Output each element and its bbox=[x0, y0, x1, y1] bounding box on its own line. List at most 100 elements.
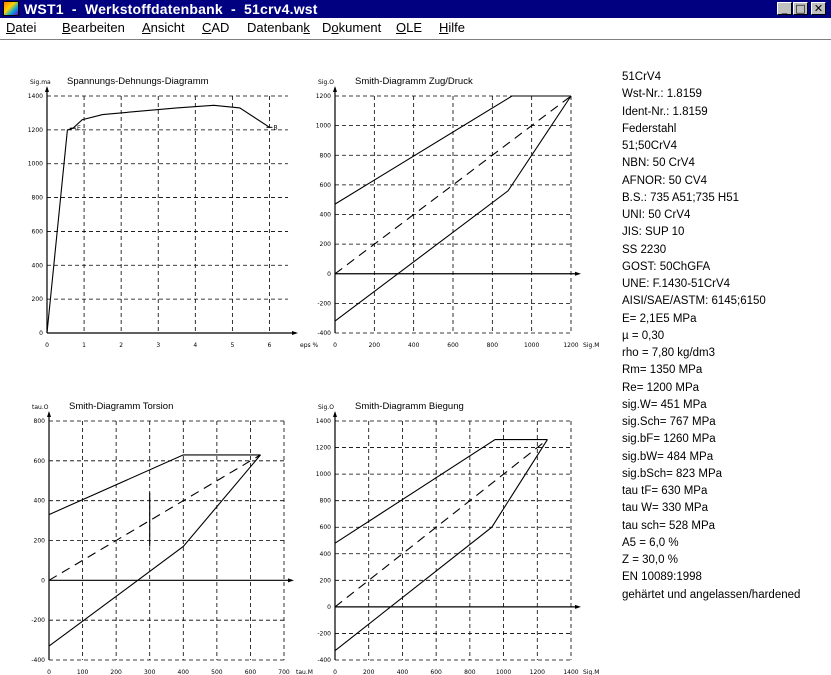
x-tick-label: 5 bbox=[230, 342, 234, 349]
series-line bbox=[334, 439, 548, 652]
info-line: EN 10089:1998 bbox=[622, 571, 702, 584]
y-tick-label: 600 bbox=[32, 228, 44, 235]
x-tick-label: 400 bbox=[397, 669, 409, 675]
chart-title: Smith-Diagramm Zug/Druck bbox=[355, 76, 473, 87]
title-bar[interactable]: WST1 - Werkstoffdatenbank - 51crv4.wst _… bbox=[0, 0, 831, 18]
info-line: UNE: F.1430-51CrV4 bbox=[622, 278, 731, 290]
info-line: Federstahl bbox=[622, 122, 677, 135]
y-axis-label: Sig.O bbox=[318, 404, 334, 411]
x-tick-label: 100 bbox=[77, 669, 89, 675]
x-tick-label: 1400 bbox=[563, 669, 578, 675]
menu-bearbeiten[interactable]: Bearbeiten bbox=[62, 20, 125, 35]
chart-title: Spannungs-Dehnungs-Diagramm bbox=[67, 76, 209, 87]
info-line: tau W= 330 MPa bbox=[622, 502, 708, 515]
info-line: SS 2230 bbox=[622, 243, 667, 256]
y-axis-arrow bbox=[45, 86, 49, 92]
y-tick-label: 1200 bbox=[316, 445, 331, 452]
y-axis-label: Sig.ma bbox=[30, 79, 51, 86]
series-line bbox=[334, 439, 548, 544]
menu-datei[interactable]: Datei bbox=[6, 20, 37, 35]
x-tick-label: 800 bbox=[487, 342, 499, 349]
series-line bbox=[48, 454, 261, 647]
y-tick-label: 600 bbox=[34, 458, 46, 465]
y-tick-label: 1400 bbox=[316, 418, 331, 425]
x-tick-label: 1000 bbox=[496, 669, 511, 675]
y-tick-label: 1000 bbox=[316, 123, 331, 130]
x-tick-label: 6 bbox=[268, 342, 272, 349]
menu-dokument[interactable]: Dokument bbox=[322, 20, 382, 35]
y-tick-label: 1000 bbox=[316, 471, 331, 478]
x-tick-label: 0 bbox=[333, 342, 337, 349]
x-tick-label: 300 bbox=[144, 669, 156, 675]
y-axis-label: tau.O bbox=[32, 404, 49, 411]
y-tick-label: 0 bbox=[39, 330, 43, 337]
info-line: sig.Sch= 767 MPa bbox=[622, 416, 716, 428]
info-line: 51CrV4 bbox=[622, 71, 661, 83]
info-line: Ident-Nr.: 1.8159 bbox=[622, 105, 708, 118]
menu-ole[interactable]: OLE bbox=[396, 20, 423, 35]
info-line: sig.W= 451 MPa bbox=[622, 398, 707, 411]
y-tick-label: 800 bbox=[320, 152, 332, 159]
info-line: AISI/SAE/ASTM: 6145;6150 bbox=[622, 295, 766, 308]
x-tick-label: 200 bbox=[110, 669, 122, 675]
info-line: GOST: 50ChGFA bbox=[622, 260, 711, 273]
info-line: Wst-Nr.: 1.8159 bbox=[622, 88, 702, 101]
menu-hilfe[interactable]: Hilfe bbox=[439, 20, 466, 35]
window-title: WST1 - Werkstoffdatenbank - 51crv4.wst bbox=[24, 1, 318, 17]
app-icon[interactable] bbox=[3, 1, 19, 16]
series-line bbox=[334, 95, 572, 322]
menu-cad[interactable]: CAD bbox=[202, 20, 230, 35]
y-tick-label: 400 bbox=[320, 212, 332, 219]
y-tick-label: 1000 bbox=[28, 161, 43, 168]
y-axis-arrow bbox=[333, 86, 337, 92]
y-tick-label: 400 bbox=[34, 498, 46, 505]
x-tick-label: 200 bbox=[369, 342, 381, 349]
minimize-button[interactable]: _ bbox=[777, 2, 792, 15]
x-tick-label: 400 bbox=[178, 669, 190, 675]
info-line: NBN: 50 CrV4 bbox=[622, 157, 695, 170]
x-axis-arrow bbox=[575, 604, 581, 609]
info-line: sig.bSch= 823 MPa bbox=[622, 467, 723, 480]
x-tick-label: 3 bbox=[156, 342, 160, 349]
y-tick-label: 400 bbox=[32, 262, 44, 269]
x-tick-label: 400 bbox=[408, 342, 420, 349]
y-tick-label: 200 bbox=[34, 538, 46, 545]
menu-ansicht[interactable]: Ansicht bbox=[142, 20, 185, 35]
y-tick-label: 600 bbox=[320, 524, 332, 531]
info-line: Rm= 1350 MPa bbox=[622, 364, 703, 377]
chart-title: Smith-Diagramm Biegung bbox=[355, 401, 464, 412]
info-line: sig.bW= 484 MPa bbox=[622, 450, 714, 463]
x-axis-label: Sig.M bbox=[583, 669, 599, 675]
info-line: rho = 7,80 kg/dm3 bbox=[622, 347, 716, 359]
info-line: Z = 30,0 % bbox=[622, 554, 678, 566]
info-line: 51;50CrV4 bbox=[622, 140, 677, 152]
maximize-button[interactable]: □ bbox=[793, 2, 808, 15]
x-tick-label: 0 bbox=[333, 669, 337, 675]
info-line: B.S.: 735 A51;735 H51 bbox=[622, 191, 740, 204]
y-tick-label: 1200 bbox=[316, 93, 331, 100]
close-button[interactable]: ✕ bbox=[811, 2, 826, 15]
y-axis-arrow bbox=[47, 411, 51, 417]
menu-datenbank[interactable]: Datenbank bbox=[247, 20, 310, 35]
y-tick-label: 200 bbox=[320, 577, 332, 584]
menu-bar: Datei Bearbeiten Ansicht CAD Datenbank D… bbox=[0, 18, 831, 40]
x-axis-arrow bbox=[292, 331, 298, 335]
y-tick-label: -200 bbox=[317, 300, 331, 307]
x-axis-label: Sig.M bbox=[583, 342, 599, 349]
info-line: sig.bF= 1260 MPa bbox=[622, 433, 716, 446]
info-line: gehärtet und angelassen/hardened bbox=[622, 588, 801, 601]
x-tick-label: 800 bbox=[464, 669, 476, 675]
x-tick-label: 700 bbox=[278, 669, 290, 675]
info-line: E= 2,1E5 MPa bbox=[622, 312, 697, 325]
x-tick-label: 4 bbox=[193, 342, 197, 349]
x-tick-label: 0 bbox=[47, 669, 51, 675]
marker-label: E bbox=[77, 125, 81, 132]
x-tick-label: 2 bbox=[119, 342, 123, 349]
info-line: AFNOR: 50 CV4 bbox=[622, 174, 707, 187]
x-tick-label: 0 bbox=[45, 342, 49, 349]
x-tick-label: 200 bbox=[363, 669, 375, 675]
series-line bbox=[334, 95, 572, 275]
y-tick-label: 200 bbox=[32, 296, 44, 303]
y-tick-label: 800 bbox=[32, 195, 44, 202]
